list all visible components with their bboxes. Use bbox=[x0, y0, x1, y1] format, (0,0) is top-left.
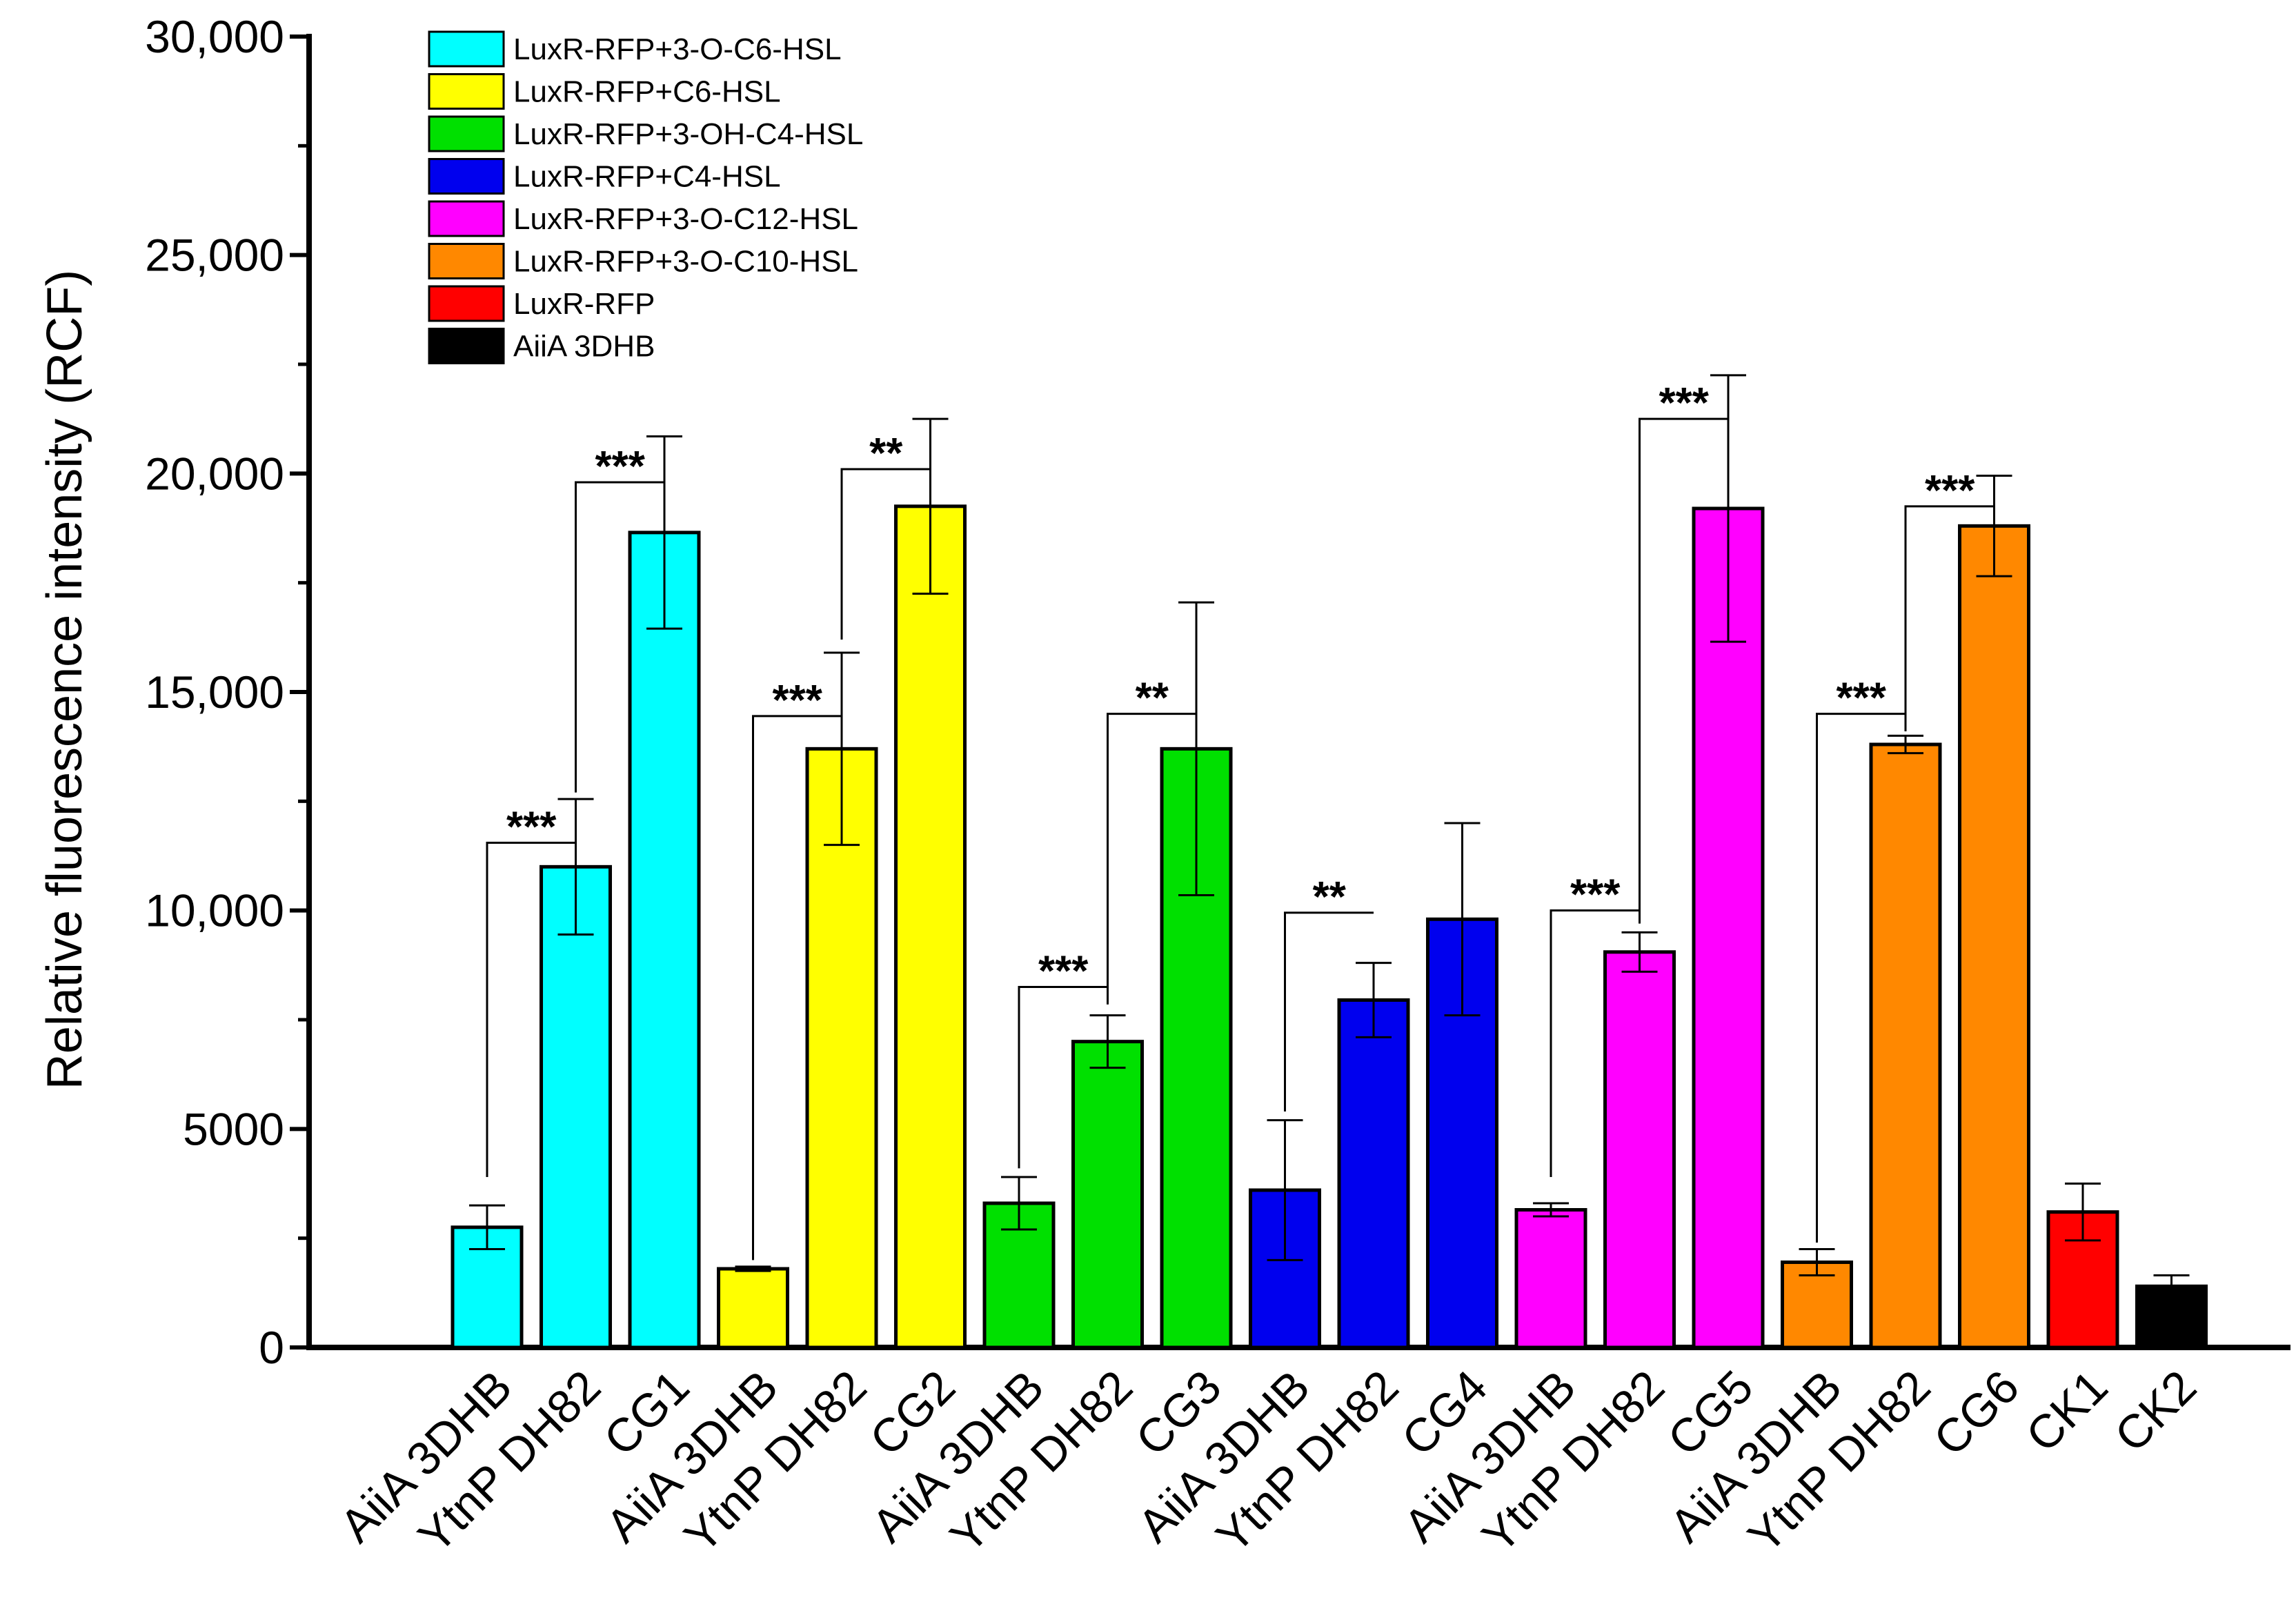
legend-label: LuxR-RFP bbox=[513, 287, 655, 321]
bar bbox=[717, 1267, 789, 1350]
x-tick-label: CG6 bbox=[1923, 1361, 2029, 1466]
y-tick-label: 10,000 bbox=[145, 885, 284, 936]
bar bbox=[1603, 950, 1676, 1350]
significance-label: *** bbox=[773, 677, 823, 724]
significance-markers: ****************** ************ bbox=[486, 379, 1995, 1261]
legend-label: LuxR-RFP+3-OH-C4-HSL bbox=[513, 117, 863, 151]
significance-label: *** bbox=[1837, 675, 1887, 722]
significance-label: ** bbox=[1136, 675, 1169, 722]
x-tick-label: CK2 bbox=[2105, 1361, 2206, 1462]
significance-bracket bbox=[1550, 909, 1640, 1177]
bar bbox=[1869, 742, 1942, 1350]
legend-swatch bbox=[428, 243, 505, 279]
significance-bracket bbox=[840, 468, 931, 640]
significance-bracket bbox=[1018, 986, 1108, 1169]
bar bbox=[1958, 524, 2030, 1350]
significance-bracket bbox=[1816, 713, 1906, 1243]
significance-bracket bbox=[1639, 417, 1728, 924]
significance-label: *** bbox=[1925, 467, 1975, 515]
y-tick-label: 20,000 bbox=[145, 448, 284, 499]
bar bbox=[1692, 506, 1765, 1350]
x-tick-label: CK1 bbox=[2016, 1361, 2117, 1462]
significance-label: *** bbox=[1659, 379, 1710, 427]
error-bars bbox=[469, 374, 2190, 1298]
significance-label: *** bbox=[595, 443, 646, 491]
bar bbox=[1160, 747, 1233, 1350]
legend-label: LuxR-RFP+3-O-C10-HSL bbox=[513, 245, 858, 279]
significance-bracket bbox=[575, 481, 664, 793]
bar bbox=[805, 747, 878, 1350]
bar bbox=[628, 531, 701, 1350]
significance-label: ** bbox=[1313, 873, 1347, 921]
legend-swatch bbox=[428, 328, 505, 364]
legend-swatch bbox=[428, 30, 505, 68]
significance-bracket bbox=[486, 842, 577, 1177]
significance-label: ** bbox=[869, 430, 903, 477]
legend: LuxR-RFP+3-O-C6-HSL LuxR-RFP+C6-HSL LuxR-R… bbox=[428, 30, 863, 364]
bar bbox=[894, 504, 967, 1350]
y-tick-label: 25,000 bbox=[145, 230, 284, 281]
legend-swatch bbox=[428, 285, 505, 322]
y-axis-title: Relative fluorescence intensity (RCF) bbox=[37, 270, 92, 1089]
significance-bracket bbox=[1107, 713, 1196, 1005]
significance-bracket bbox=[1284, 911, 1374, 1111]
legend-swatch bbox=[428, 73, 505, 110]
legend-label: AiiA 3DHB bbox=[513, 330, 655, 364]
y-tick-label: 30,000 bbox=[145, 11, 284, 62]
bar bbox=[1071, 1040, 1144, 1350]
y-tick-label: 15,000 bbox=[145, 666, 284, 718]
legend-label: LuxR-RFP+3-O-C6-HSL bbox=[513, 32, 842, 66]
legend-swatch bbox=[428, 115, 505, 152]
legend-label: LuxR-RFP+3-O-C12-HSL bbox=[513, 202, 858, 236]
y-tick-label: 5000 bbox=[183, 1103, 284, 1154]
bars bbox=[451, 504, 2208, 1350]
legend-label: LuxR-RFP+C6-HSL bbox=[513, 75, 781, 109]
bar bbox=[540, 864, 612, 1350]
significance-label: *** bbox=[1038, 948, 1089, 996]
significance-bracket bbox=[752, 715, 842, 1261]
bar bbox=[1514, 1208, 1587, 1350]
legend-swatch bbox=[428, 158, 505, 195]
legend-label: LuxR-RFP+C4-HSL bbox=[513, 160, 781, 194]
significance-label: *** bbox=[1570, 871, 1621, 919]
y-tick-label: 0 bbox=[259, 1322, 284, 1373]
bar bbox=[1337, 998, 1410, 1350]
significance-label: *** bbox=[506, 804, 557, 851]
significance-bracket bbox=[1904, 505, 1995, 731]
legend-swatch bbox=[428, 200, 505, 237]
